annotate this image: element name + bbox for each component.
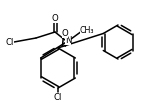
Text: Cl: Cl [54, 93, 62, 102]
Text: O: O [62, 28, 68, 38]
Text: Cl: Cl [6, 38, 14, 47]
Text: N: N [65, 36, 71, 45]
Text: CH₃: CH₃ [80, 26, 94, 35]
Text: O: O [52, 14, 58, 23]
